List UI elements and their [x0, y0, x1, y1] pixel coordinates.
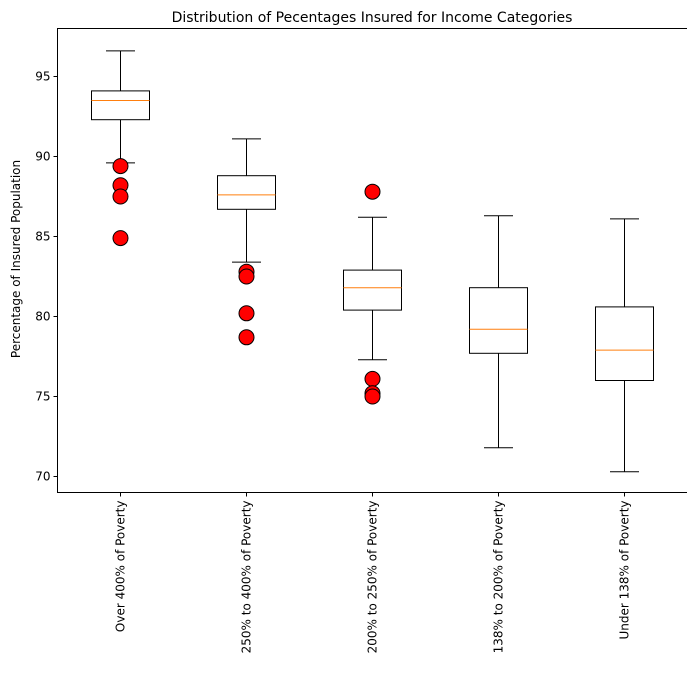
y-tick-label: 75: [35, 390, 50, 404]
y-tick-label: 90: [35, 150, 50, 164]
box-group: [595, 218, 654, 473]
outlier-point: [364, 388, 381, 405]
x-axis: Over 400% of Poverty 250% to 400% of Pove…: [114, 492, 632, 654]
plot-frame: [57, 28, 687, 493]
plot-content: [91, 50, 654, 473]
iqr-box: [91, 90, 150, 121]
x-tick-label: 200% to 250% of Poverty: [366, 501, 380, 654]
y-tick-label: 95: [35, 70, 50, 84]
iqr-box: [595, 306, 654, 381]
iqr-box: [217, 175, 276, 210]
y-tick-label: 80: [35, 310, 50, 324]
box-group: [469, 215, 528, 449]
outlier-point: [112, 158, 129, 175]
iqr-box: [469, 287, 528, 354]
iqr-box: [343, 269, 402, 311]
outlier-point: [364, 183, 381, 200]
outlier-point: [112, 188, 129, 205]
outlier-point: [112, 230, 129, 247]
box-group: [91, 50, 150, 247]
y-tick-label: 85: [35, 230, 50, 244]
x-tick-label: 250% to 400% of Poverty: [240, 501, 254, 654]
x-tick-label: Under 138% of Poverty: [618, 501, 632, 640]
y-axis: 70 75 80 85 90 95: [35, 70, 58, 484]
box-group: [343, 183, 402, 405]
y-tick-label: 70: [35, 470, 50, 484]
box-group: [217, 138, 276, 346]
outlier-point: [364, 370, 381, 387]
outlier-point: [238, 329, 255, 346]
outlier-point: [238, 268, 255, 285]
x-tick-label: 138% to 200% of Poverty: [492, 501, 506, 654]
outlier-point: [238, 305, 255, 322]
chart-title: Distribution of Pecentages Insured for I…: [172, 10, 573, 26]
x-tick-label: Over 400% of Poverty: [114, 501, 128, 633]
y-axis-title: Percentage of Insured Population: [9, 160, 23, 358]
